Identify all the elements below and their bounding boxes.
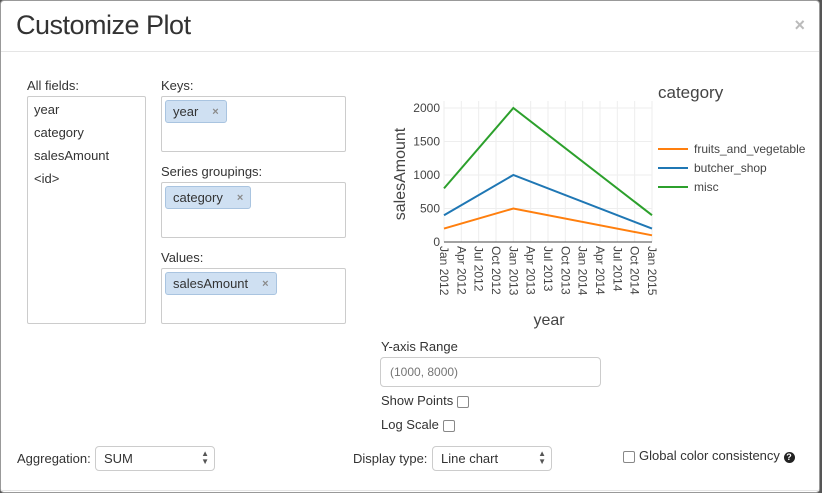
all-fields-list[interactable]: year category salesAmount <id> xyxy=(27,96,146,324)
show-points-checkbox[interactable] xyxy=(457,395,470,408)
y-axis-title: salesAmount xyxy=(392,127,409,220)
log-scale-label: Log Scale xyxy=(381,417,439,432)
y-tick-label: 500 xyxy=(420,202,440,216)
legend-item: butcher_shop xyxy=(694,161,767,175)
series-line-misc xyxy=(443,106,653,216)
y-tick-label: 0 xyxy=(433,235,440,249)
x-tick-label: Oct 2014 xyxy=(628,246,642,295)
x-tick-label: Oct 2013 xyxy=(558,246,572,295)
keys-dropzone[interactable]: year × xyxy=(161,96,346,152)
series-tag[interactable]: category × xyxy=(165,186,252,209)
question-circle-icon[interactable]: ? xyxy=(783,452,795,463)
x-tick-label: Jan 2012 xyxy=(437,246,451,296)
line-chart: Jan 2012 Apr 2012 Jul 2012 Oct 2012 Jan 2013… xyxy=(392,83,806,329)
field-item[interactable]: category xyxy=(34,125,84,140)
tag-label: year xyxy=(173,104,199,119)
values-label: Values: xyxy=(161,250,204,265)
modal-header: Customize Plot × xyxy=(1,1,819,52)
select-arrows-icon: ▲ ▼ xyxy=(538,449,546,466)
x-tick-label: Oct 2012 xyxy=(489,246,503,295)
aggregation-label: Aggregation: xyxy=(17,451,91,466)
close-icon[interactable]: × xyxy=(794,15,805,35)
x-tick-label: Jan 2015 xyxy=(645,246,659,296)
y-tick-label: 2000 xyxy=(413,101,440,115)
values-dropzone[interactable]: salesAmount × xyxy=(161,268,346,324)
log-scale-checkbox[interactable] xyxy=(442,419,455,432)
series-groupings-label: Series groupings: xyxy=(161,164,263,179)
tag-label: salesAmount xyxy=(173,276,249,291)
display-type-value: Line chart xyxy=(441,451,499,466)
remove-tag-icon[interactable]: × xyxy=(212,105,219,118)
value-tag[interactable]: salesAmount × xyxy=(165,272,277,295)
modal-title: Customize Plot xyxy=(16,10,191,40)
global-color-control: Global color consistency ? xyxy=(621,448,795,463)
legend-title: category xyxy=(658,83,724,102)
keys-label: Keys: xyxy=(161,78,194,93)
modal-footer-divider xyxy=(1,490,819,491)
field-item[interactable]: <id> xyxy=(34,171,60,186)
tag-label: category xyxy=(173,190,223,205)
legend-item: misc xyxy=(694,180,719,194)
x-axis-title: year xyxy=(533,312,565,329)
legend-item: fruits_and_vegetable xyxy=(694,142,806,156)
x-tick-label: Apr 2014 xyxy=(593,246,607,295)
y-tick-label: 1500 xyxy=(413,135,440,149)
x-tick-label: Jan 2014 xyxy=(576,246,590,296)
series-line-fruits_and_vegetable xyxy=(443,207,653,237)
field-item[interactable]: year xyxy=(34,102,60,117)
global-color-checkbox[interactable] xyxy=(623,450,635,463)
remove-tag-icon[interactable]: × xyxy=(236,191,244,204)
y-tick-label: 1000 xyxy=(413,168,440,182)
remove-tag-icon[interactable]: × xyxy=(262,277,269,290)
log-scale-control: Log Scale xyxy=(381,417,455,432)
display-type-label: Display type: xyxy=(353,451,428,466)
x-tick-label: Jul 2013 xyxy=(541,246,555,292)
aggregation-value: SUM xyxy=(104,451,133,466)
x-tick-label: Jul 2014 xyxy=(610,246,624,292)
show-points-control: Show Points xyxy=(381,393,470,408)
aggregation-select[interactable]: SUM ▲ ▼ xyxy=(95,446,215,471)
select-arrows-icon: ▲ ▼ xyxy=(201,449,209,466)
field-item[interactable]: salesAmount xyxy=(34,148,110,163)
show-points-label: Show Points xyxy=(381,393,454,408)
x-tick-label: Apr 2013 xyxy=(524,246,538,295)
x-tick-label: Jan 2013 xyxy=(506,246,520,296)
series-line-butcher_shop xyxy=(443,173,653,230)
x-tick-label: Apr 2012 xyxy=(454,246,468,295)
x-tick-label: Jul 2012 xyxy=(472,246,486,292)
global-color-label: Global color consistency xyxy=(639,448,780,463)
key-tag[interactable]: year × xyxy=(165,100,227,123)
y-axis-range-input[interactable] xyxy=(380,357,601,387)
y-axis-range-label: Y-axis Range xyxy=(381,339,458,354)
all-fields-label: All fields: xyxy=(27,78,80,93)
display-type-select[interactable]: Line chart ▲ ▼ xyxy=(432,446,552,471)
series-groupings-dropzone[interactable]: category × xyxy=(161,182,346,238)
